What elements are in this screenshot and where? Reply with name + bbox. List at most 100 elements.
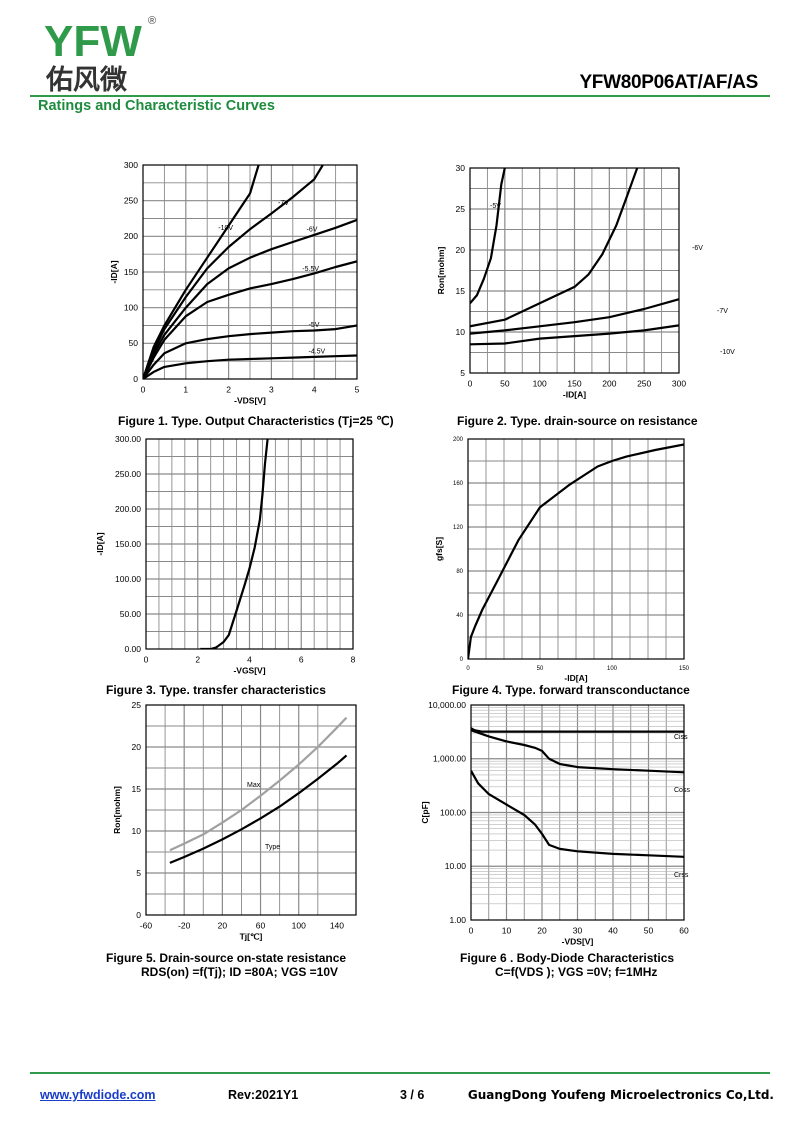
- plot-frame: [145, 438, 354, 650]
- x-tick-label: 3: [269, 385, 274, 395]
- part-number: YFW80P06AT/AF/AS: [579, 72, 758, 93]
- chart-drain-source-on-resistance: 0 50 100 150 200 250 300 5 10 15 20 25 30 -ID[A] Ron[m…: [436, 163, 735, 400]
- series-label: -5V: [309, 322, 320, 329]
- website-link[interactable]: www.yfwdiode.com: [40, 1088, 156, 1102]
- x-tick-label: 6: [299, 655, 304, 665]
- x-tick-label: 2: [226, 385, 231, 395]
- series-line-5V: [470, 168, 506, 305]
- y-tick-label: 120: [453, 525, 464, 531]
- y-tick-label: 20: [132, 742, 142, 752]
- series-line-5.5V: [143, 260, 357, 379]
- series-line: [200, 439, 269, 649]
- x-tick-label: 50: [644, 926, 654, 936]
- series-label: -5.5V: [302, 266, 319, 273]
- series-line-Coss: [471, 729, 684, 774]
- y-tick-label: 50.00: [120, 609, 142, 619]
- y-tick-label: 150.00: [115, 539, 141, 549]
- y-tick-label: 5: [136, 868, 141, 878]
- y-tick-label: 1.00: [449, 915, 466, 925]
- grid: [468, 439, 684, 659]
- x-tick-label: 50: [537, 666, 544, 672]
- figure-2-caption: Figure 2. Type. drain-source on resistan…: [457, 414, 698, 428]
- x-axis-label: -ID[A]: [563, 390, 586, 400]
- x-tick-label: 150: [567, 379, 581, 389]
- x-axis-label: -VDS[V]: [234, 396, 266, 406]
- plot-frame: [469, 167, 680, 374]
- y-tick-label: 100.00: [115, 574, 141, 584]
- x-tick-label: 100: [292, 921, 306, 931]
- x-tick-label: 0: [466, 666, 470, 672]
- series-label: -6V: [692, 245, 703, 252]
- y-tick-label: 30: [456, 163, 466, 173]
- x-tick-label: 50: [500, 379, 510, 389]
- y-tick-label: 200.00: [115, 504, 141, 514]
- header-divider: [30, 95, 770, 97]
- x-tick-label: 0: [141, 385, 146, 395]
- x-tick-label: 8: [351, 655, 356, 665]
- figure-1-caption: Figure 1. Type. Output Characteristics (…: [118, 414, 394, 428]
- x-axis-label: -ID[A]: [564, 673, 587, 683]
- grid: [471, 705, 684, 920]
- plot-frame: [470, 704, 685, 921]
- x-tick-label: 0: [144, 655, 149, 665]
- series-line-6V: [470, 168, 639, 328]
- series-label: -10V: [720, 349, 735, 356]
- y-axis-label: Ron[mohm]: [112, 786, 122, 834]
- x-tick-label: -20: [178, 921, 191, 931]
- x-tick-label: 10: [502, 926, 512, 936]
- series-label: Coss: [674, 787, 690, 794]
- y-tick-label: 250: [124, 196, 138, 206]
- x-tick-label: 5: [355, 385, 360, 395]
- y-tick-label: 1,000.00: [433, 754, 466, 764]
- series-label: -10V: [218, 225, 233, 232]
- series-line-4.5V: [143, 354, 357, 379]
- chart-body-diode-capacitance: 0 10 20 30 40 50 60 1.00 10.00 100.00 1,000.00 10,0…: [420, 700, 690, 947]
- y-tick-label: 300: [124, 160, 138, 170]
- company-name: GuangDong Youfeng Microelectronics Co,Lt…: [467, 1088, 774, 1102]
- y-axis-label: gfs[S]: [434, 537, 444, 561]
- revision-label: Rev:2021Y1: [228, 1088, 299, 1102]
- series-line: [468, 443, 684, 659]
- series-label: -5V: [490, 203, 501, 210]
- y-tick-label: 25: [132, 700, 142, 710]
- y-tick-label: 0: [133, 374, 138, 384]
- x-tick-label: 60: [679, 926, 689, 936]
- y-tick-label: 160: [453, 481, 464, 487]
- series-line-6V: [143, 218, 357, 379]
- x-tick-label: 1: [183, 385, 188, 395]
- figure-3-caption: Figure 3. Type. transfer characteristics: [106, 683, 326, 697]
- x-axis-label: -VDS[V]: [562, 937, 594, 947]
- series-label: Type: [265, 844, 280, 851]
- series-label: Max: [247, 782, 261, 789]
- grid: [143, 165, 357, 379]
- series-label: -6V: [307, 227, 318, 234]
- figure-4-caption: Figure 4. Type. forward transconductance: [452, 683, 690, 697]
- series-label: Ciss: [674, 734, 688, 741]
- x-tick-label: -60: [140, 921, 153, 931]
- x-axis-label: Tj[℃]: [240, 932, 263, 942]
- y-tick-label: 150: [124, 267, 138, 277]
- x-tick-label: 40: [608, 926, 618, 936]
- grid: [146, 439, 353, 649]
- y-tick-label: 100: [124, 303, 138, 313]
- y-tick-label: 300.00: [115, 434, 141, 444]
- x-tick-label: 4: [312, 385, 317, 395]
- x-tick-label: 0: [469, 926, 474, 936]
- figure-6-caption-conditions: C=f(VDS ); VGS =0V; f=1MHz: [495, 965, 658, 979]
- y-tick-label: 20: [456, 245, 466, 255]
- x-tick-label: 20: [218, 921, 228, 931]
- series-line-10V: [143, 165, 260, 379]
- x-tick-label: 100: [533, 379, 547, 389]
- plot-frame: [142, 164, 358, 380]
- y-tick-label: 10,000.00: [428, 700, 466, 710]
- plot-frame: [145, 704, 357, 916]
- y-tick-label: 15: [132, 784, 142, 794]
- series-line-7V: [470, 298, 679, 335]
- y-tick-label: 10.00: [445, 861, 467, 871]
- x-axis-label: -VGS[V]: [233, 666, 265, 676]
- grid: [470, 168, 679, 373]
- company-logo: YFW ® 佑风微: [44, 15, 156, 94]
- x-tick-label: 300: [672, 379, 686, 389]
- y-tick-label: 80: [456, 569, 463, 575]
- figure-5-caption: Figure 5. Drain-source on-state resistan…: [106, 951, 347, 965]
